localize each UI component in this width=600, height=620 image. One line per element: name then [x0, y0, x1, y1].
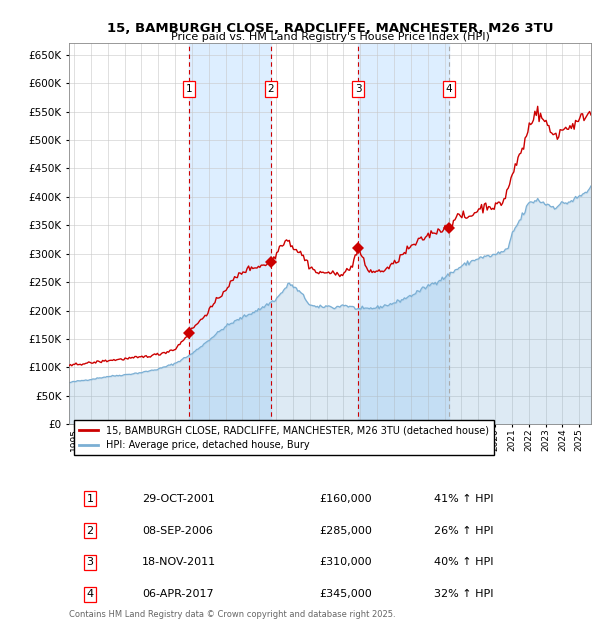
Bar: [358, 43, 449, 424]
Text: £310,000: £310,000: [320, 557, 372, 567]
Text: 29-OCT-2001: 29-OCT-2001: [142, 494, 215, 503]
Text: 32% ↑ HPI: 32% ↑ HPI: [434, 590, 494, 600]
Text: 3: 3: [355, 84, 362, 94]
Text: 08-SEP-2006: 08-SEP-2006: [142, 526, 213, 536]
Text: 4: 4: [86, 590, 94, 600]
Text: 15, BAMBURGH CLOSE, RADCLIFFE, MANCHESTER, M26 3TU: 15, BAMBURGH CLOSE, RADCLIFFE, MANCHESTE…: [107, 22, 553, 35]
Text: Price paid vs. HM Land Registry's House Price Index (HPI): Price paid vs. HM Land Registry's House …: [170, 32, 490, 42]
Text: 3: 3: [86, 557, 94, 567]
Text: £160,000: £160,000: [320, 494, 372, 503]
Text: 2: 2: [86, 526, 94, 536]
Bar: [189, 43, 271, 424]
Text: £285,000: £285,000: [320, 526, 373, 536]
Text: 40% ↑ HPI: 40% ↑ HPI: [434, 557, 494, 567]
Legend: 15, BAMBURGH CLOSE, RADCLIFFE, MANCHESTER, M26 3TU (detached house), HPI: Averag: 15, BAMBURGH CLOSE, RADCLIFFE, MANCHESTE…: [74, 420, 494, 455]
Text: £345,000: £345,000: [320, 590, 373, 600]
Text: 2: 2: [268, 84, 274, 94]
Text: 26% ↑ HPI: 26% ↑ HPI: [434, 526, 494, 536]
Text: 18-NOV-2011: 18-NOV-2011: [142, 557, 216, 567]
Text: 06-APR-2017: 06-APR-2017: [142, 590, 214, 600]
Text: 4: 4: [446, 84, 452, 94]
Text: 1: 1: [86, 494, 94, 503]
Text: 41% ↑ HPI: 41% ↑ HPI: [434, 494, 494, 503]
Text: Contains HM Land Registry data © Crown copyright and database right 2025.: Contains HM Land Registry data © Crown c…: [69, 610, 395, 619]
Text: 1: 1: [186, 84, 193, 94]
